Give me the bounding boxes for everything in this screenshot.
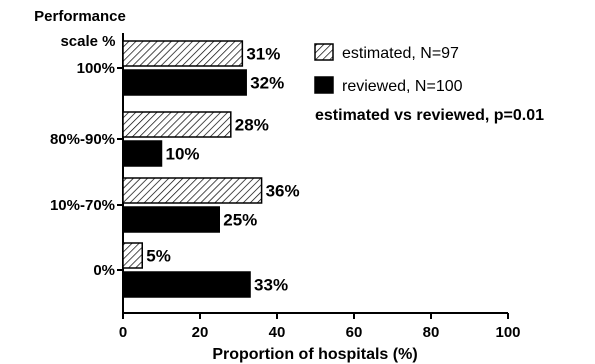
legend-swatch bbox=[314, 43, 334, 61]
bars: 31% 32% 28% 10% 36% 25% 5% 33% bbox=[122, 40, 300, 298]
bar-value-label: 28% bbox=[235, 116, 269, 135]
x-tick-label: 40 bbox=[269, 324, 286, 341]
bar-estimated bbox=[122, 177, 263, 204]
bar-reviewed bbox=[122, 271, 251, 298]
bar-value-label: 32% bbox=[250, 74, 284, 93]
legend-swatch bbox=[314, 76, 334, 94]
x-tick-label: 0 bbox=[119, 324, 127, 341]
bar-value-label: 31% bbox=[246, 45, 280, 64]
bar-value-label: 36% bbox=[266, 182, 300, 201]
significance-annotation: estimated vs reviewed, p=0.01 bbox=[315, 107, 544, 124]
y-axis-title-line-2: scale % bbox=[60, 33, 115, 50]
bar-value-label: 33% bbox=[254, 276, 288, 295]
x-tick-label: 60 bbox=[346, 324, 363, 341]
legend: estimated, N=97 reviewed, N=100 estimated … bbox=[314, 43, 544, 124]
x-tick-label: 80 bbox=[423, 324, 440, 341]
bar-estimated bbox=[122, 40, 244, 67]
y-axis-title-line-1: Performance bbox=[34, 8, 126, 25]
legend-label: reviewed, N=100 bbox=[342, 78, 463, 95]
y-tick-label: 100% bbox=[77, 60, 115, 77]
y-tick-label: 10%-70% bbox=[50, 197, 115, 214]
bar-estimated bbox=[122, 242, 143, 269]
bar-reviewed bbox=[122, 69, 247, 96]
legend-label: estimated, N=97 bbox=[342, 45, 459, 62]
y-tick-label: 80%-90% bbox=[50, 131, 115, 148]
bar-reviewed bbox=[122, 206, 220, 233]
bar-reviewed bbox=[122, 140, 163, 167]
axes: 0 20 40 60 80 100 100% 80%-90% 10%-70% 0% bbox=[50, 33, 521, 341]
bar-value-label: 25% bbox=[223, 211, 257, 230]
x-tick-label: 20 bbox=[192, 324, 209, 341]
bar-estimated bbox=[122, 111, 232, 138]
x-axis-title: Proportion of hospitals (%) bbox=[212, 346, 417, 363]
x-tick-label: 100 bbox=[495, 324, 520, 341]
bar-value-label: 5% bbox=[146, 247, 171, 266]
y-tick-label: 0% bbox=[93, 262, 115, 279]
bar-value-label: 10% bbox=[166, 145, 200, 164]
